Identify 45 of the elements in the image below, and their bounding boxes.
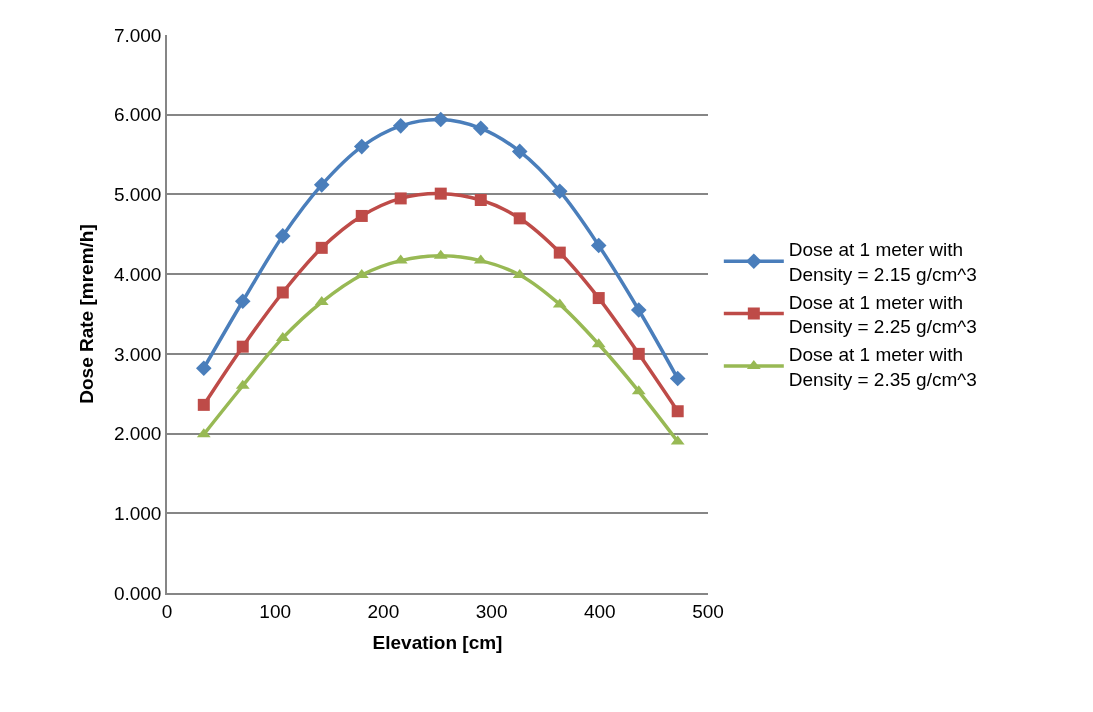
x-tick-label: 500 [692, 600, 724, 622]
y-tick-label: 3.000 [113, 343, 162, 365]
point [632, 347, 645, 360]
point [553, 246, 566, 259]
x-tick-label: 0 [161, 600, 173, 622]
point [353, 138, 370, 155]
point [511, 143, 528, 160]
point [315, 241, 328, 254]
x-tick-label: 300 [475, 600, 508, 622]
x-tick-label: 100 [259, 600, 292, 622]
y-tick-label: 1.000 [113, 502, 162, 524]
y-axis-title: Dose Rate [mrem/h] [76, 224, 98, 404]
y-tick-label: 0.000 [113, 582, 162, 604]
point [671, 405, 684, 418]
point [195, 360, 212, 377]
x-tick-label: 400 [583, 600, 616, 622]
point [274, 228, 291, 244]
legend-label: Dose at 1 meter with Density = 2.15 g/cm^3 [788, 239, 977, 285]
x-axis-title: Elevation [cm] [372, 631, 503, 653]
point [197, 398, 210, 411]
point [432, 111, 449, 128]
y-tick-label: 4.000 [113, 263, 162, 285]
point [592, 292, 605, 305]
point [474, 194, 487, 207]
point [669, 370, 686, 387]
point [355, 209, 368, 222]
point [392, 118, 409, 134]
point [630, 302, 647, 318]
legend-label: Dose at 1 meter with Density = 2.35 g/cm^3 [788, 344, 977, 390]
point [234, 293, 251, 310]
point [590, 237, 607, 254]
y-tick-label: 6.000 [113, 104, 162, 126]
point [394, 192, 407, 205]
point [551, 183, 568, 200]
point [276, 286, 289, 299]
y-tick-label: 7.000 [113, 24, 162, 46]
y-tick-label: 2.000 [113, 423, 162, 445]
point [434, 187, 447, 200]
point [313, 177, 330, 193]
point [472, 120, 489, 137]
legend-label: Dose at 1 meter with Density = 2.25 g/cm^3 [788, 291, 977, 338]
point [513, 212, 526, 225]
x-tick-label: 200 [367, 600, 400, 622]
y-tick-label: 5.000 [113, 184, 162, 206]
point [236, 340, 249, 353]
